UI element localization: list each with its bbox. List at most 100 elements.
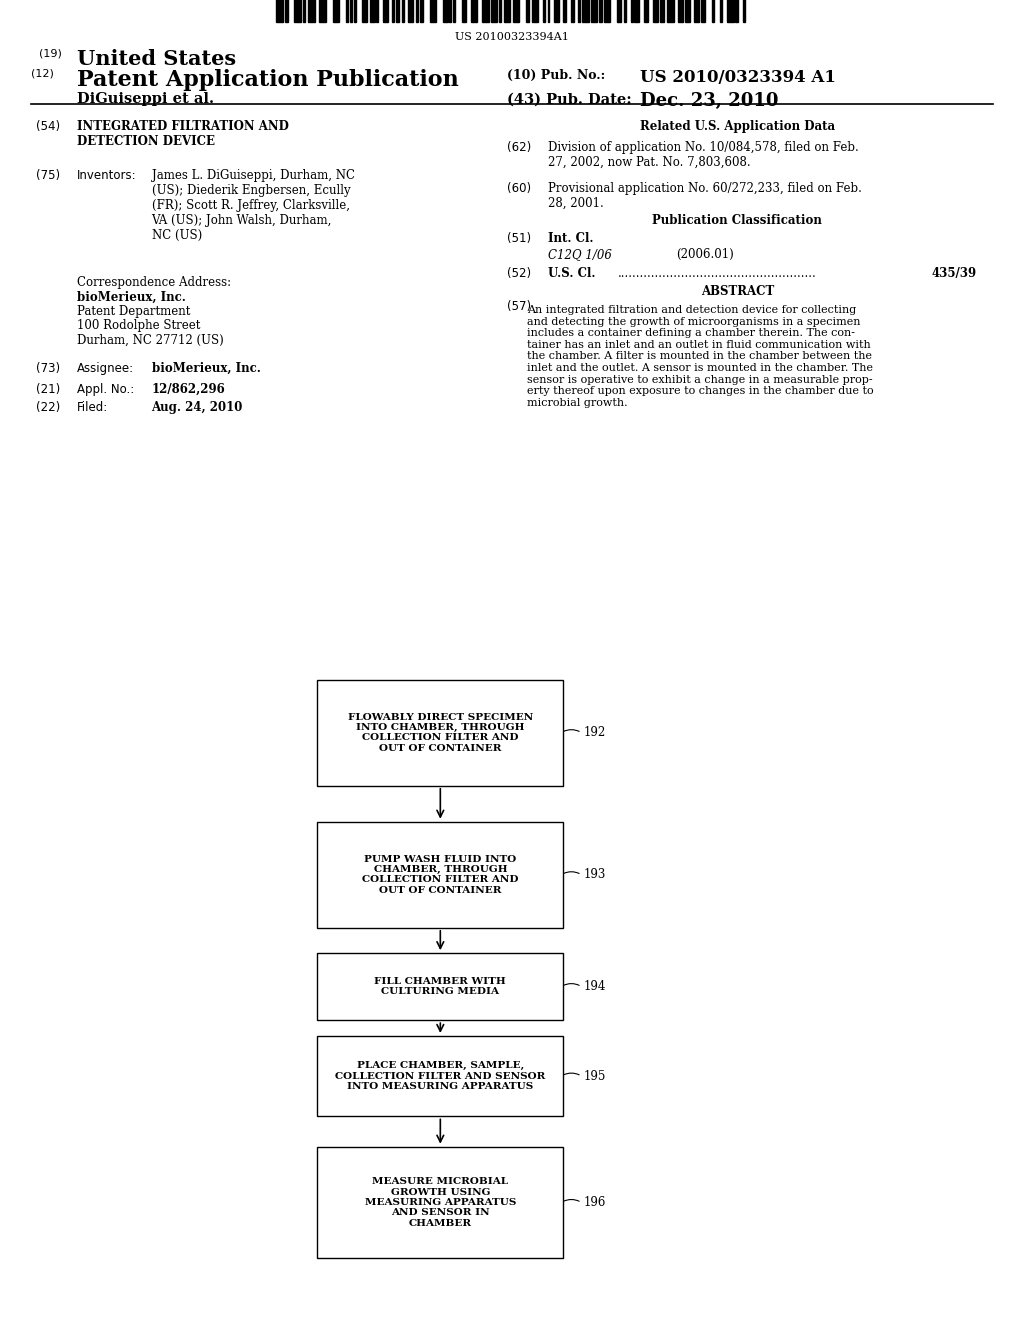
Bar: [563, 0, 566, 22]
Text: US 20100323394A1: US 20100323394A1: [455, 32, 569, 42]
Bar: [653, 0, 657, 22]
Bar: [531, 0, 539, 22]
Bar: [685, 0, 689, 22]
Text: (51): (51): [507, 232, 531, 246]
Text: Related U.S. Application Data: Related U.S. Application Data: [640, 120, 835, 133]
Bar: [490, 0, 497, 22]
Text: (60): (60): [507, 182, 531, 195]
Bar: [409, 0, 413, 22]
Bar: [471, 0, 477, 22]
Text: Patent Application Publication: Patent Application Publication: [77, 69, 459, 91]
Bar: [742, 0, 744, 22]
Bar: [513, 0, 519, 22]
Text: Durham, NC 27712 (US): Durham, NC 27712 (US): [77, 334, 223, 347]
Bar: [644, 0, 648, 22]
Bar: [377, 0, 378, 22]
Text: (73): (73): [36, 362, 60, 375]
Bar: [350, 0, 352, 22]
Bar: [700, 0, 706, 22]
Text: (10) Pub. No.:: (10) Pub. No.:: [507, 69, 605, 82]
Bar: [442, 0, 447, 22]
Bar: [362, 0, 368, 22]
Text: (21): (21): [36, 383, 60, 396]
Bar: [276, 0, 283, 22]
Text: (43) Pub. Date:: (43) Pub. Date:: [507, 92, 632, 107]
Text: (12): (12): [31, 69, 53, 79]
Text: (75): (75): [36, 169, 60, 182]
Bar: [548, 0, 550, 22]
Bar: [678, 0, 683, 22]
Bar: [450, 0, 452, 22]
Bar: [543, 0, 545, 22]
FancyBboxPatch shape: [317, 1036, 563, 1117]
Text: US 2010/0323394 A1: US 2010/0323394 A1: [640, 69, 836, 86]
Text: 195: 195: [584, 1069, 606, 1082]
Bar: [694, 0, 699, 22]
Text: bioMerieux, Inc.: bioMerieux, Inc.: [152, 362, 260, 375]
Text: PUMP WASH FLUID INTO
CHAMBER, THROUGH
COLLECTION FILTER AND
OUT OF CONTAINER: PUMP WASH FLUID INTO CHAMBER, THROUGH CO…: [362, 854, 518, 895]
Bar: [383, 0, 388, 22]
Text: bioMerieux, Inc.: bioMerieux, Inc.: [77, 290, 185, 304]
Text: Correspondence Address:: Correspondence Address:: [77, 276, 231, 289]
Bar: [482, 0, 488, 22]
Bar: [333, 0, 339, 22]
Text: Aug. 24, 2010: Aug. 24, 2010: [152, 401, 243, 414]
Text: Int. Cl.: Int. Cl.: [548, 232, 593, 246]
Text: FILL CHAMBER WITH
CULTURING MEDIA: FILL CHAMBER WITH CULTURING MEDIA: [375, 977, 506, 997]
Bar: [396, 0, 399, 22]
Bar: [499, 0, 501, 22]
Bar: [603, 0, 610, 22]
Text: Appl. No.:: Appl. No.:: [77, 383, 134, 396]
Text: 435/39: 435/39: [932, 267, 977, 280]
Text: Provisional application No. 60/272,233, filed on Feb.
28, 2001.: Provisional application No. 60/272,233, …: [548, 182, 862, 210]
Text: Dec. 23, 2010: Dec. 23, 2010: [640, 92, 778, 111]
Text: 196: 196: [584, 1196, 606, 1209]
Text: U.S. Cl.: U.S. Cl.: [548, 267, 595, 280]
Bar: [370, 0, 375, 22]
Bar: [635, 0, 639, 22]
Text: James L. DiGuiseppi, Durham, NC
(US); Diederik Engbersen, Ecully
(FR); Scott R. : James L. DiGuiseppi, Durham, NC (US); Di…: [152, 169, 354, 242]
Text: FLOWABLY DIRECT SPECIMEN
INTO CHAMBER, THROUGH
COLLECTION FILTER AND
OUT OF CONT: FLOWABLY DIRECT SPECIMEN INTO CHAMBER, T…: [348, 713, 532, 752]
Bar: [579, 0, 581, 22]
Text: Patent Department: Patent Department: [77, 305, 190, 318]
Bar: [727, 0, 733, 22]
Bar: [401, 0, 403, 22]
FancyBboxPatch shape: [317, 1147, 563, 1258]
Bar: [659, 0, 665, 22]
Bar: [462, 0, 466, 22]
Bar: [308, 0, 314, 22]
Text: United States: United States: [77, 49, 236, 69]
FancyBboxPatch shape: [317, 821, 563, 928]
Text: MEASURE MICROBIAL
GROWTH USING
MEASURING APPARATUS
AND SENSOR IN
CHAMBER: MEASURE MICROBIAL GROWTH USING MEASURING…: [365, 1177, 516, 1228]
Bar: [319, 0, 326, 22]
Bar: [631, 0, 633, 22]
Bar: [303, 0, 305, 22]
Text: 193: 193: [584, 869, 606, 882]
Bar: [591, 0, 597, 22]
Bar: [668, 0, 674, 22]
Text: PLACE CHAMBER, SAMPLE,
COLLECTION FILTER AND SENSOR
INTO MEASURING APPARATUS: PLACE CHAMBER, SAMPLE, COLLECTION FILTER…: [335, 1061, 546, 1092]
Bar: [571, 0, 573, 22]
Text: 12/862,296: 12/862,296: [152, 383, 225, 396]
Text: INTEGRATED FILTRATION AND
DETECTION DEVICE: INTEGRATED FILTRATION AND DETECTION DEVI…: [77, 120, 289, 148]
Bar: [625, 0, 626, 22]
Bar: [504, 0, 510, 22]
Bar: [421, 0, 423, 22]
Text: (52): (52): [507, 267, 531, 280]
Bar: [416, 0, 418, 22]
Bar: [599, 0, 602, 22]
Text: (22): (22): [36, 401, 60, 414]
Text: Assignee:: Assignee:: [77, 362, 134, 375]
Text: (2006.01): (2006.01): [676, 248, 733, 261]
Text: (57): (57): [507, 300, 531, 313]
Text: 194: 194: [584, 981, 606, 993]
Bar: [346, 0, 347, 22]
Text: (19): (19): [39, 49, 61, 59]
Bar: [430, 0, 436, 22]
Text: ABSTRACT: ABSTRACT: [700, 285, 774, 298]
Bar: [454, 0, 455, 22]
Bar: [392, 0, 394, 22]
Text: Division of application No. 10/084,578, filed on Feb.
27, 2002, now Pat. No. 7,8: Division of application No. 10/084,578, …: [548, 141, 858, 169]
Text: Publication Classification: Publication Classification: [652, 214, 822, 227]
Text: Inventors:: Inventors:: [77, 169, 136, 182]
